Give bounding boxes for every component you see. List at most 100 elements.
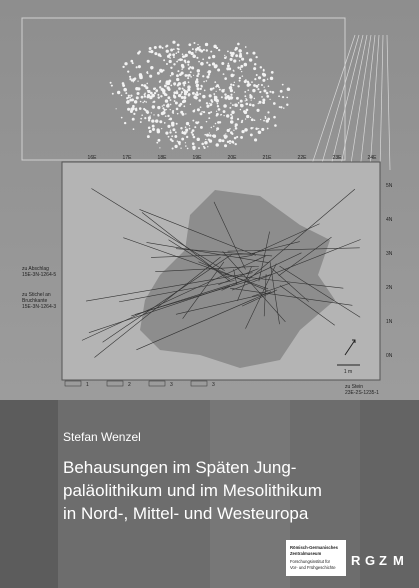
find-dot [162,69,165,72]
find-dot [261,96,263,98]
find-dot [257,76,262,80]
find-dot [261,127,265,132]
find-dot [177,59,179,61]
find-dot [168,53,172,57]
acronym-letter: G [365,553,375,568]
find-dot [146,89,149,92]
find-dot [179,58,182,62]
find-dot [155,119,159,123]
find-dot [227,62,230,65]
find-dot [265,91,269,95]
find-dot [216,127,220,131]
find-dot [223,104,227,108]
find-dot [263,119,265,122]
find-dot [151,127,156,131]
stripe [0,400,58,588]
find-dot [247,89,250,92]
find-dot [205,49,209,52]
find-dot [155,89,159,93]
feature-area [140,190,335,368]
find-dot [196,137,200,142]
find-dot [109,81,112,84]
find-dot [215,143,219,147]
find-dot [224,77,228,80]
find-dot [233,91,235,93]
refit-line [139,209,256,256]
find-dot [216,104,220,108]
find-dot [172,53,176,57]
find-dot [140,117,143,120]
find-dot [136,91,140,96]
find-dot [173,91,177,95]
find-dot [171,121,175,126]
find-dot [203,89,206,92]
find-dot [204,133,207,136]
publisher-line: Vor- und Frühgeschichte [290,565,336,570]
find-dot [207,73,211,76]
find-dot [260,84,263,87]
publisher-line: Forschungsinstitut für [290,559,331,564]
find-dot [224,144,228,148]
find-dot [226,140,230,144]
find-dot [286,96,289,99]
find-dot [144,92,146,95]
find-dot [233,81,236,84]
find-dot [132,128,135,131]
refit-line [118,280,235,303]
find-dot [230,73,234,78]
find-dot [223,134,226,137]
find-dot [195,51,197,53]
refit-line [279,265,361,318]
find-dot [226,94,230,99]
refit-line [233,269,238,285]
find-dot [249,133,253,137]
refit-line [225,274,344,289]
find-dot [185,145,187,147]
find-dot [149,91,153,95]
fan-line [339,34,368,171]
find-dot [159,120,163,124]
find-dot [188,95,190,97]
find-dot [146,135,150,139]
find-dot [208,102,211,105]
find-dot [245,108,249,112]
find-dot [163,84,167,88]
find-dot [232,83,235,87]
find-dot [260,118,262,121]
find-dot [180,63,185,68]
find-dot [146,59,150,63]
find-dot [159,86,162,89]
find-dot [237,102,240,104]
find-dot [163,108,166,112]
find-dot [183,95,187,100]
find-dot [160,95,163,98]
find-dot [169,129,172,131]
y-labels: 5N 4N 3N 2N 1N 0N [386,183,393,359]
find-dot [218,48,221,52]
find-dot [214,64,218,68]
find-dot [132,104,135,108]
find-dot [214,81,217,83]
find-dot [222,110,226,113]
find-dot [235,54,239,58]
find-dot [191,48,194,51]
find-dot [244,128,248,132]
find-dot [192,54,196,59]
find-dot [253,63,257,66]
find-dot [147,126,151,130]
find-dot [181,130,184,133]
refit-line [237,266,252,302]
refit-line [278,236,332,277]
find-dot [210,111,213,113]
find-dot [149,115,151,117]
find-dot [279,89,283,93]
find-dot [135,108,138,112]
find-dot [165,49,169,53]
find-dot [230,83,233,86]
publisher-line: Römisch-Germanisches [290,545,339,550]
find-dot [187,88,191,92]
find-dot [195,121,198,124]
find-dot [143,95,147,98]
x-label: 23E [333,155,343,161]
find-dot [138,50,141,54]
